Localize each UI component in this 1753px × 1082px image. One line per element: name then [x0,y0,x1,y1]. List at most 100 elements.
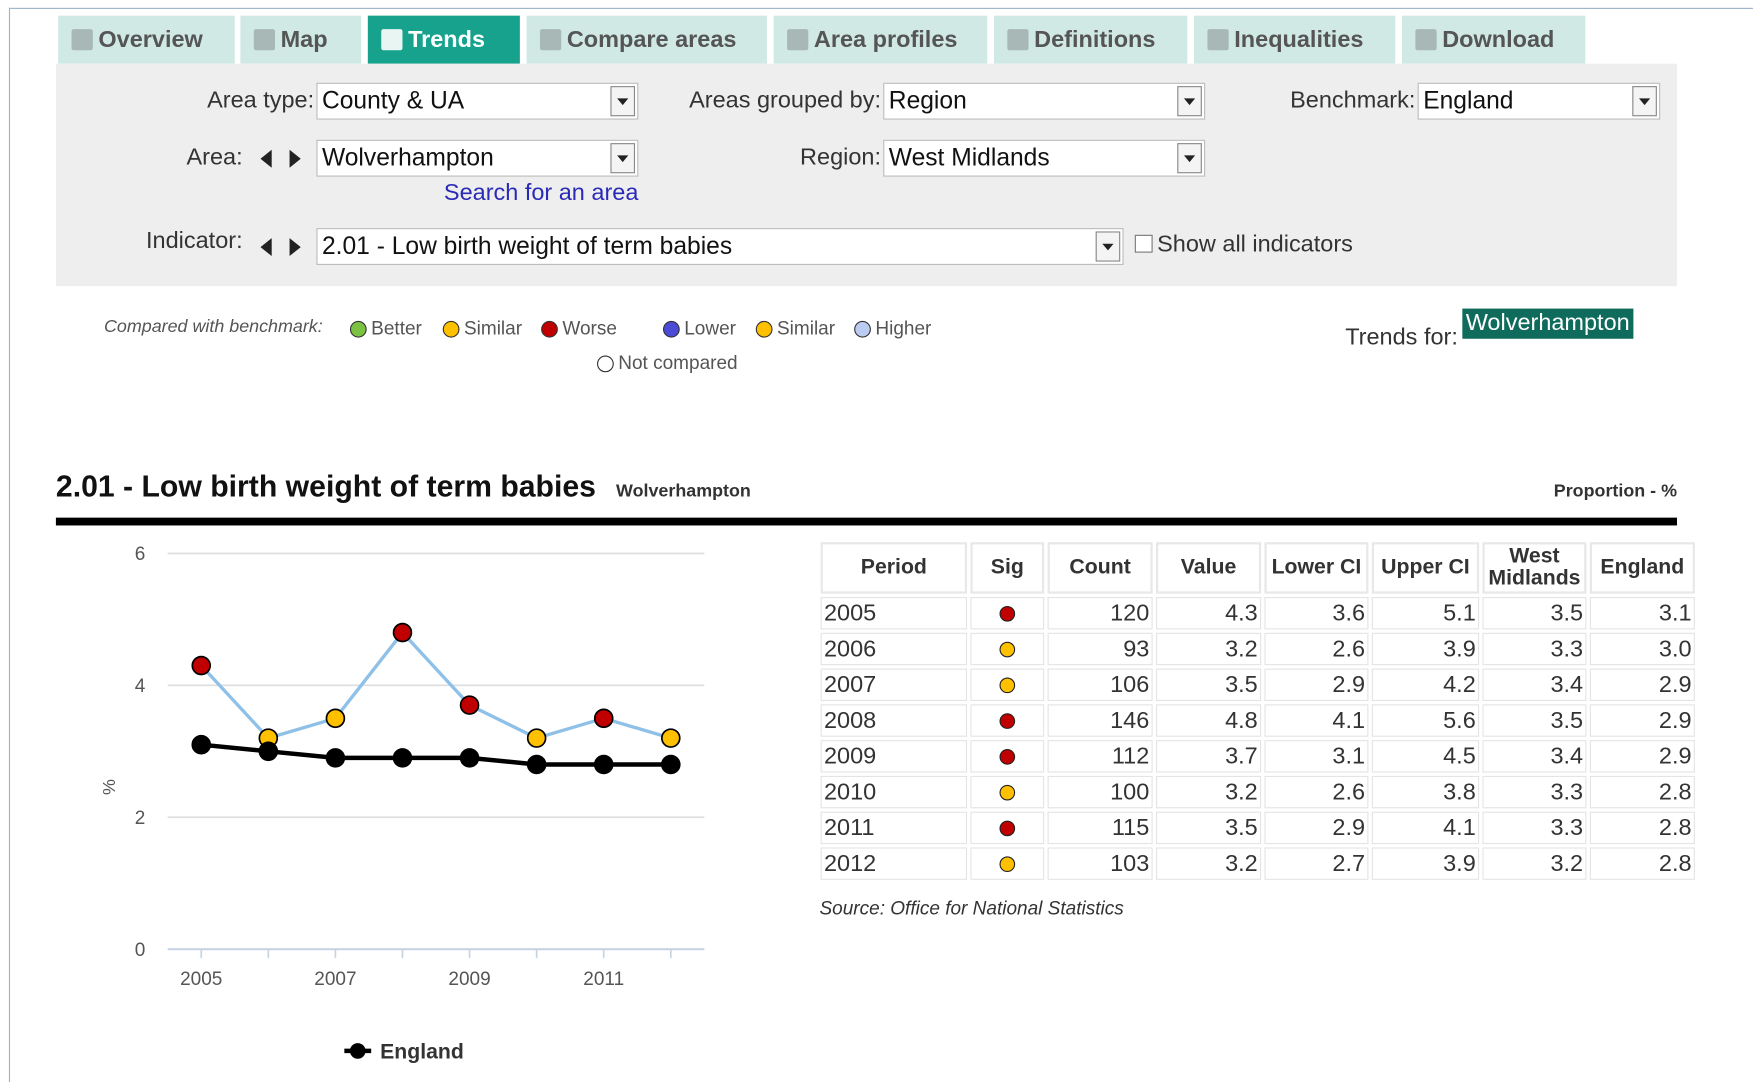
tab[interactable]: Inequalities [1194,15,1396,64]
table-cell: 106 [1047,668,1153,701]
table-cell: 112 [1047,740,1153,773]
tab-label: Definitions [1034,26,1156,52]
dropdown-button[interactable] [610,143,636,174]
x-tick-label: 2007 [314,969,356,990]
column-header: England [1589,542,1695,594]
table-cell: 4.5 [1371,740,1480,773]
data-point [459,695,480,715]
tab-icon [1007,29,1029,51]
area-badge: Wolverhampton [1462,308,1634,339]
legend-label: Better [371,317,422,339]
dropdown-value: County & UA [321,86,465,115]
table-cell: 2.8 [1589,847,1695,880]
indicator-title: 2.01 - Low birth weight of term babies [55,469,596,504]
dropdown[interactable]: 2.01 - Low birth weight of term babies [316,228,1124,265]
y-tick-label: 6 [135,544,146,565]
table-cell: 2008 [820,704,968,737]
tab-icon [787,29,809,51]
tab-label: Area profiles [813,26,958,52]
table-cell: 2006 [820,632,968,666]
tab-icon [1207,29,1229,51]
tab[interactable]: Download [1401,15,1586,64]
label: Benchmark: [1290,87,1416,113]
table-cell: 4.3 [1156,597,1262,630]
tab[interactable]: Definitions [993,15,1188,64]
table-cell: 2.9 [1264,811,1369,845]
dropdown[interactable]: West Midlands [883,139,1206,177]
checkbox[interactable] [1134,234,1153,253]
dropdown[interactable]: County & UA [316,82,639,120]
column-header: Count [1047,542,1153,594]
table-row: 2008 146 4.8 4.1 5.6 3.5 2.9 [820,704,1695,737]
tab-label: Overview [98,26,203,52]
column-header: Period [820,542,968,594]
legend-swatch [662,320,680,338]
data-point [191,655,212,676]
checkbox-label[interactable]: Show all indicators [1157,231,1353,258]
sig-cell [970,597,1045,630]
indicator-nav[interactable] [248,228,314,265]
x-tick-label: 2009 [448,969,490,990]
sig-cell [970,704,1045,737]
prev-arrow [260,149,272,168]
data-point [526,754,547,775]
tab[interactable]: Map [240,15,362,64]
legend-swatch [854,320,871,338]
dropdown-button[interactable] [1632,86,1657,117]
tab-label: Compare areas [566,26,737,52]
dropdown-button[interactable] [1177,86,1202,117]
dropdown-value: West Midlands [888,143,1050,172]
legend-item: Similar [442,317,523,340]
legend-label: Similar [463,317,523,339]
dropdown[interactable]: England [1417,82,1661,120]
legend-label: Lower [684,317,736,339]
dropdown-button[interactable] [610,86,636,117]
chart: 0 2 4 6 2005 2007 2009 2011% England [99,544,705,1064]
y-tick-label: 2 [135,808,146,829]
table-cell: 5.1 [1371,597,1480,630]
table-row: 2005 120 4.3 3.6 5.1 3.5 3.1 [820,597,1695,630]
tab[interactable]: Compare areas [526,15,767,64]
tab[interactable]: Area profiles [773,15,988,64]
data-point [661,728,681,748]
dropdown[interactable]: Wolverhampton [316,139,639,177]
table-cell: 3.3 [1482,811,1587,845]
sig-dot [999,820,1016,837]
prev-arrow [260,238,272,257]
legend-label: Not compared [618,352,738,374]
table-row: 2011 115 3.5 2.9 4.1 3.3 2.8 [820,811,1695,845]
table-cell: 2007 [820,668,968,701]
table-row: 2006 93 3.2 2.6 3.9 3.3 3.0 [820,632,1695,666]
dropdown-button[interactable] [1177,143,1202,174]
column-header: Value [1156,542,1262,594]
table-cell: 3.5 [1156,668,1262,701]
table-cell: 2012 [820,847,968,880]
table-cell: 2.7 [1264,847,1369,880]
header-row: Period Sig Count Value Lower CI Upper CI West … [820,542,1695,594]
frame [8,7,1753,1082]
area-nav[interactable] [248,139,314,177]
table-cell: 2009 [820,740,968,773]
dropdown-value: Region [888,86,967,115]
dropdown[interactable]: Region [883,82,1206,120]
table-cell: 93 [1047,632,1153,666]
table-cell: 3.4 [1482,668,1587,701]
data-point [258,741,279,762]
data-point [526,728,547,748]
tab-label: Map [280,26,328,52]
tab[interactable]: Overview [58,15,235,64]
tab-label: Trends [408,26,486,52]
legend-label: Higher [875,317,932,339]
label: Areas grouped by: [689,87,881,113]
table-cell: 3.1 [1264,740,1369,773]
table-row: 2010 100 3.2 2.6 3.8 3.3 2.8 [820,775,1695,809]
y-axis-label: % [99,779,119,795]
search-link[interactable]: Search for an area [443,179,639,206]
column-header: Sig [970,542,1045,594]
table-cell: 3.2 [1156,775,1262,809]
y-tick-label: 4 [135,676,146,697]
tab[interactable]: Trends [367,15,520,64]
y-tick-label: 0 [135,940,146,961]
table-cell: 3.8 [1371,775,1480,809]
dropdown-button[interactable] [1095,231,1121,262]
